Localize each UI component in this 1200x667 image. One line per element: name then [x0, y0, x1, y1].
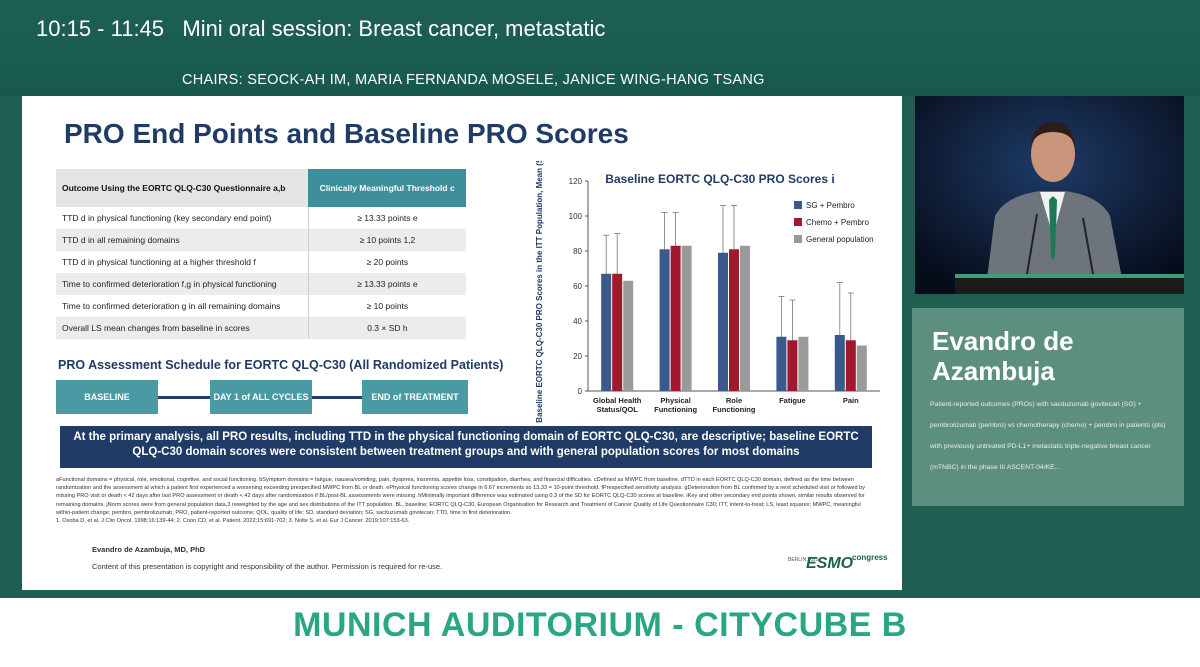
schedule-title: PRO Assessment Schedule for EORTC QLQ-C3…: [58, 358, 504, 372]
slide-title: PRO End Points and Baseline PRO Scores: [64, 118, 629, 149]
slide-author: Evandro de Azambuja, MD, PhD: [92, 545, 206, 554]
esmo-wordmark: ESMO: [806, 555, 854, 572]
bar: [834, 335, 845, 391]
legend-swatch: [794, 235, 802, 243]
outcome-cell: Time to confirmed deterioration g in all…: [56, 295, 309, 317]
speaker-video: [915, 96, 1184, 294]
x-tick-label: Pain: [843, 396, 859, 405]
table-row: TTD d in all remaining domains ≥ 10 poin…: [56, 229, 466, 251]
bar: [623, 280, 634, 391]
threshold-cell: 0.3 × SD h: [307, 317, 466, 339]
outcome-cell: TTD d in physical functioning at a highe…: [56, 251, 309, 273]
chart-title: Baseline EORTC QLQ-C30 PRO Scores i: [605, 172, 834, 186]
x-tick-label: Functioning: [654, 405, 697, 414]
conclusion-banner: At the primary analysis, all PRO results…: [60, 426, 872, 468]
footnote-text: aFunctional domains = physical, role, em…: [56, 477, 866, 516]
copyright-notice: Content of this presentation is copyrigh…: [92, 562, 443, 571]
bar: [601, 273, 612, 391]
y-tick-label: 0: [578, 387, 583, 396]
legend-label: General population: [806, 235, 874, 244]
threshold-cell: ≥ 10 points 1,2: [307, 229, 466, 251]
legend-label: Chemo + Pembro: [806, 218, 869, 227]
bar: [659, 249, 670, 391]
bar: [787, 340, 798, 391]
outcome-cell: TTD d in all remaining domains: [56, 229, 309, 251]
y-tick-label: 120: [569, 177, 583, 186]
y-tick-label: 80: [573, 247, 582, 256]
bar: [856, 345, 867, 391]
speaker-name: Evandro de Azambuja: [932, 326, 1074, 386]
speaker-card: Evandro de Azambuja Patient-reported out…: [912, 308, 1184, 506]
bar: [729, 249, 739, 391]
y-tick-label: 60: [573, 282, 582, 291]
threshold-cell: ≥ 10 points: [307, 295, 466, 317]
schedule-timeline: BASELINE DAY 1 of ALL CYCLES END of TREA…: [56, 380, 470, 416]
bar: [776, 336, 787, 391]
table-header-threshold: Clinically Meaningful Threshold c: [308, 169, 466, 207]
baseline-pro-chart: Baseline EORTC QLQ-C30 PRO Scores i Basel…: [535, 161, 880, 423]
bar: [681, 245, 692, 391]
table-row: Time to confirmed deterioration f,g in p…: [56, 273, 466, 295]
y-axis-label: Baseline EORTC QLQ-C30 PRO Scores in the…: [535, 161, 544, 423]
bar: [798, 336, 809, 391]
schedule-baseline: BASELINE: [56, 380, 158, 414]
legend-swatch: [794, 218, 802, 226]
outcomes-table: Outcome Using the EORTC QLQ-C30 Question…: [56, 169, 466, 339]
legend-label: SG + Pembro: [806, 201, 855, 210]
x-tick-label: Functioning: [713, 405, 756, 414]
threshold-cell: ≥ 20 points: [307, 251, 466, 273]
session-chairs: CHAIRS: SEOCK-AH IM, MARIA FERNANDA MOSE…: [182, 72, 765, 88]
table-header-outcome: Outcome Using the EORTC QLQ-C30 Question…: [56, 169, 309, 207]
legend-swatch: [794, 201, 802, 209]
esmo-logo: BERLIN 2025 ESMO congress: [788, 551, 890, 581]
table-row: TTD d in physical functioning at a highe…: [56, 251, 466, 273]
session-title: 10:15 - 11:45 Mini oral session: Breast …: [36, 16, 606, 41]
table-row: Time to confirmed deterioration g in all…: [56, 295, 466, 317]
x-tick-label: Fatigue: [779, 396, 806, 405]
x-tick-label: Physical: [660, 396, 690, 405]
talk-description: Patient-reported outcomes (PROs) with sa…: [930, 401, 1166, 471]
bar: [670, 245, 681, 391]
table-row: TTD d in physical functioning (key secon…: [56, 207, 466, 229]
bar: [740, 245, 750, 391]
threshold-cell: ≥ 13.33 points e: [307, 207, 466, 229]
presentation-slide: PRO End Points and Baseline PRO Scores O…: [22, 96, 902, 590]
x-tick-label: Role: [726, 396, 742, 405]
schedule-day1: DAY 1 of ALL CYCLES: [210, 380, 312, 414]
schedule-end: END of TREATMENT: [362, 380, 468, 414]
table-row: Overall LS mean changes from baseline in…: [56, 317, 466, 339]
esmo-city: BERLIN 2025: [788, 557, 819, 563]
y-tick-label: 40: [573, 317, 582, 326]
bar: [845, 340, 856, 391]
esmo-congress: congress: [852, 553, 888, 562]
footnotes: aFunctional domains = physical, role, em…: [56, 476, 876, 525]
outcome-cell: Time to confirmed deterioration f,g in p…: [56, 273, 309, 295]
outcome-cell: Overall LS mean changes from baseline in…: [56, 317, 309, 339]
speaker-figure: [915, 96, 1184, 294]
session-header: 10:15 - 11:45 Mini oral session: Breast …: [0, 0, 1200, 96]
bar: [612, 273, 623, 391]
x-tick-label: Status/QOL: [597, 405, 639, 414]
x-tick-label: Global Health: [593, 396, 642, 405]
outcome-cell: TTD d in physical functioning (key secon…: [56, 207, 309, 229]
venue-bar: [0, 598, 1200, 667]
bar: [718, 252, 728, 391]
venue-name: MUNICH AUDITORIUM - CITYCUBE B: [293, 606, 907, 644]
y-tick-label: 20: [573, 352, 582, 361]
threshold-cell: ≥ 13.33 points e: [307, 273, 466, 295]
references: 1. Osoba D, et al. J Clin Oncol. 1998;16…: [56, 518, 410, 525]
y-tick-label: 100: [569, 212, 583, 221]
